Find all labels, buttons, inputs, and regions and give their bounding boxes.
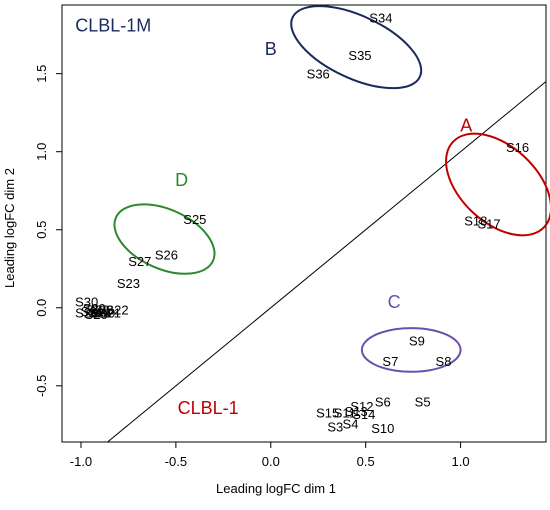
y-tick-label: 0.5 (34, 221, 49, 239)
y-tick-label: 1.5 (34, 65, 49, 83)
point-label: S21 (98, 305, 121, 320)
cluster-label: D (175, 170, 188, 190)
point-label: S7 (382, 354, 398, 369)
point-label: S33 (86, 302, 109, 317)
cluster-ellipse (445, 132, 550, 237)
diagonal-line (107, 81, 547, 443)
point-label: S9 (409, 334, 425, 349)
point-label: S29 (83, 301, 106, 316)
x-tick-label: 0.5 (357, 454, 375, 469)
x-tick-label: 0.0 (262, 454, 280, 469)
point-label: S6 (375, 394, 391, 409)
x-tick-label: 1.0 (452, 454, 470, 469)
cluster-ellipse (360, 327, 462, 373)
point-label: S20 (85, 307, 108, 322)
cluster-ellipse (290, 5, 423, 90)
point-label: S10 (371, 421, 394, 436)
point-label: S13 (345, 404, 368, 419)
x-axis-label: Leading logFC dim 1 (216, 481, 336, 496)
x-tick-label: -1.0 (70, 454, 92, 469)
y-tick-label: -0.5 (34, 375, 49, 397)
y-tick-label: 0.0 (34, 299, 49, 317)
point-label: S23 (117, 276, 140, 291)
point-label: S27 (128, 254, 151, 269)
point-label: S17 (477, 217, 500, 232)
point-label: S12 (350, 399, 373, 414)
point-label: S18 (464, 213, 487, 228)
point-label: S32 (90, 302, 113, 317)
point-label: S26 (155, 248, 178, 263)
y-tick-label: 1.0 (34, 143, 49, 161)
x-tick-label: -0.5 (165, 454, 187, 469)
point-label: S34 (369, 10, 392, 25)
point-label: S3 (327, 419, 343, 434)
point-label: S19 (92, 305, 115, 320)
point-label: S5 (415, 394, 431, 409)
point-label: S35 (348, 48, 371, 63)
region-label: CLBL-1 (178, 398, 239, 418)
point-label: S16 (506, 140, 529, 155)
point-label: S30 (75, 295, 98, 310)
cluster-label: C (388, 292, 401, 312)
point-label: S8 (436, 354, 452, 369)
point-label: S36 (307, 67, 330, 82)
point-label: S15 (316, 405, 339, 420)
cluster-label: A (460, 115, 472, 135)
point-label: S11 (334, 405, 356, 420)
point-label: S31 (81, 304, 104, 319)
y-axis-label: Leading logFC dim 2 (2, 168, 17, 288)
point-label: S25 (183, 212, 206, 227)
point-label: S22 (105, 302, 128, 317)
point-label: S4 (343, 416, 359, 431)
region-label: CLBL-1M (75, 16, 151, 36)
cluster-ellipse (113, 203, 216, 275)
point-label: S28 (75, 305, 98, 320)
point-label: S14 (352, 407, 375, 422)
cluster-label: B (265, 39, 277, 59)
point-label: S24 (88, 305, 111, 320)
